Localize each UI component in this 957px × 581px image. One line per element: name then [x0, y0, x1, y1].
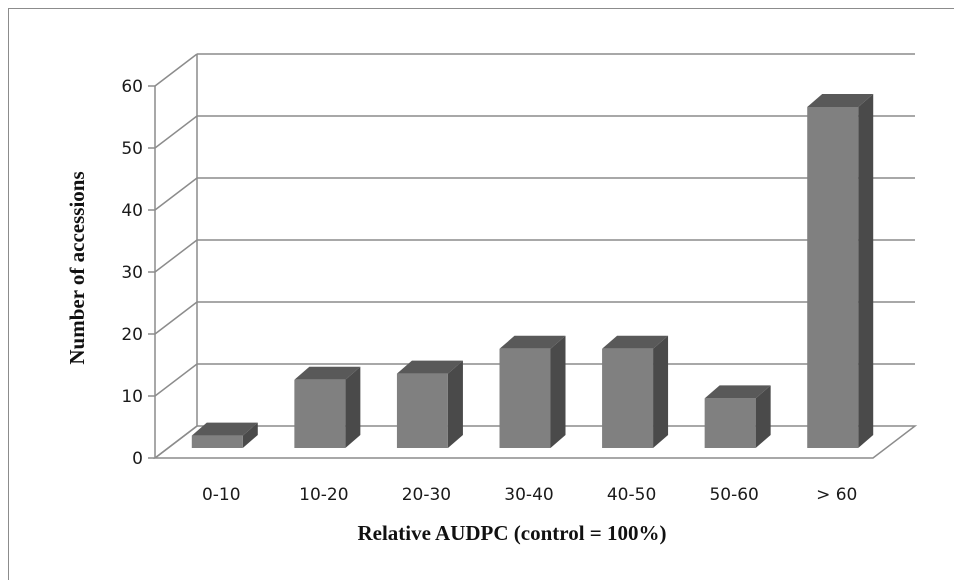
side-wall-line — [154, 115, 198, 149]
bar-side — [755, 385, 771, 448]
bar-top — [704, 385, 771, 399]
x-tick-label: 30-40 — [504, 485, 553, 505]
y-tick-labels: 0 10 20 30 40 50 60 — [121, 77, 143, 469]
side-wall-line — [154, 363, 198, 397]
x-tick-label: 20-30 — [402, 485, 451, 505]
x-tick-label: > 60 — [816, 485, 857, 505]
bar-top — [396, 360, 463, 374]
floor — [152, 425, 918, 459]
bar — [396, 360, 463, 448]
bar — [191, 422, 258, 448]
x-tick-label: 40-50 — [607, 485, 656, 505]
bar-top — [294, 366, 361, 380]
bar-side — [858, 94, 874, 448]
side-wall-line — [154, 177, 198, 211]
x-tick-label: 50-60 — [709, 485, 758, 505]
bar-side — [550, 335, 566, 448]
bar-front — [704, 398, 756, 448]
bar-front — [396, 373, 448, 448]
bar-side — [345, 366, 361, 448]
bar-front — [294, 379, 346, 448]
x-tick-label: 10-20 — [299, 485, 348, 505]
y-tick-label: 60 — [121, 77, 143, 97]
bar-top — [191, 422, 258, 436]
y-axis-title: Number of accessions — [65, 171, 89, 364]
bar-side — [653, 335, 669, 448]
bar — [499, 335, 566, 448]
y-tick-label: 50 — [121, 139, 143, 159]
x-tick-label: 0-10 — [202, 485, 241, 505]
side-wall-line — [154, 53, 198, 87]
y-tick-label: 40 — [121, 201, 143, 221]
bar-side — [447, 360, 463, 448]
bar-front — [602, 348, 654, 448]
bar-top — [602, 335, 669, 349]
bar-front — [807, 107, 859, 448]
bar-side — [242, 422, 258, 448]
x-axis-title: Relative AUDPC (control = 100%) — [357, 521, 666, 545]
y-tick-label: 20 — [121, 325, 143, 345]
bar — [602, 335, 669, 448]
bar — [807, 94, 874, 448]
bar-front — [191, 435, 243, 448]
side-wall-line — [154, 301, 198, 335]
side-wall-line — [154, 239, 198, 273]
y-tick-label: 30 — [121, 263, 143, 283]
bar — [704, 385, 771, 448]
bar-top — [499, 335, 566, 349]
axes — [148, 85, 918, 459]
x-tick-labels: 0-10 10-20 20-30 30-40 40-50 50-60 > 60 — [202, 485, 857, 505]
bar-top — [807, 94, 874, 107]
y-tick-label: 10 — [121, 387, 143, 407]
chart-frame — [8, 8, 954, 580]
bar-front — [499, 348, 551, 448]
bar — [294, 366, 361, 448]
y-tick-label: 0 — [132, 449, 143, 469]
bars — [191, 94, 874, 448]
